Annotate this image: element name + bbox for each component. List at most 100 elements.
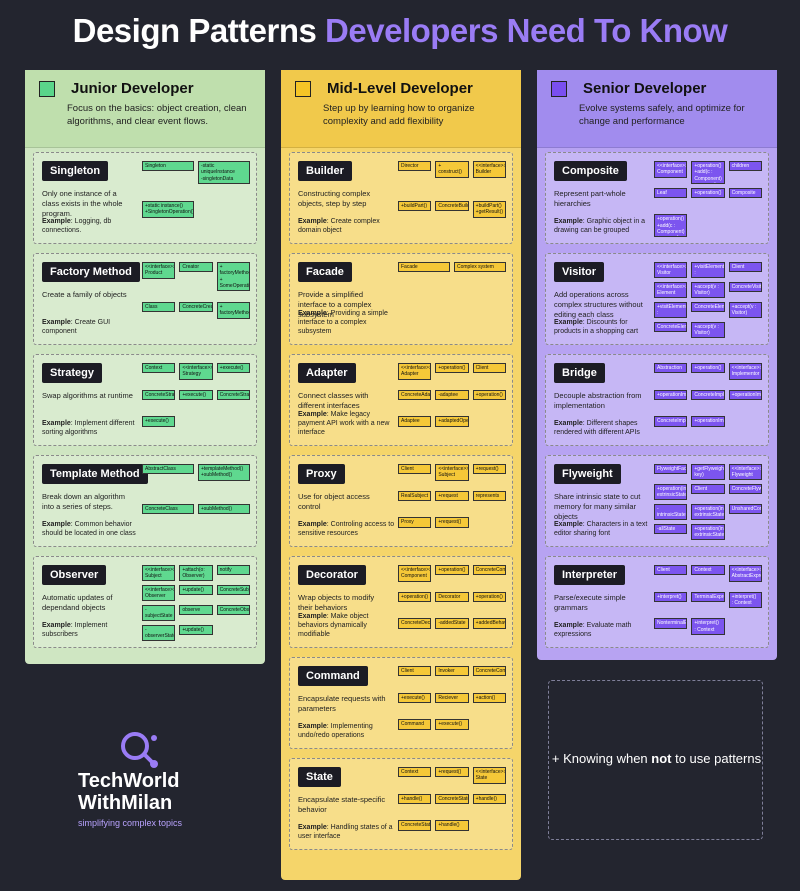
pattern-desc: Create a family of objects	[42, 290, 127, 299]
uml-box: +handle()	[472, 793, 506, 804]
uml-box: ConcreteObserve	[216, 605, 250, 616]
pattern-name: Composite	[554, 161, 627, 181]
uml-box: +update()	[179, 585, 213, 596]
uml-box: +operation(in extrinsicState)	[654, 484, 688, 500]
pattern-name: Facade	[298, 262, 352, 282]
pattern-example: Example: Providing a simple interface to…	[298, 309, 388, 335]
pattern-name: State	[298, 767, 341, 787]
uml-box: +accept(v : Visitor)	[728, 302, 762, 318]
uml-box: Invoker	[435, 666, 469, 677]
junior-header: Junior Developer Focus on the basics: ob…	[25, 70, 265, 148]
pattern-example: Example: Create GUI component	[42, 318, 111, 335]
pattern-example: Example: Handling states of a user inter…	[298, 823, 393, 840]
uml-box: +operationImpl()	[691, 416, 725, 427]
uml-box: +execute()	[435, 719, 469, 730]
uml-box: ConcreteImplementorB	[654, 416, 688, 427]
pattern-name: Builder	[298, 161, 352, 181]
level-title: Senior Developer	[583, 80, 707, 97]
uml-box: <<interface>> State	[472, 767, 506, 784]
uml-box: Class	[142, 302, 176, 313]
pattern-card-command: Command Encapsulate requests with paramet…	[289, 657, 513, 749]
pattern-name: Visitor	[554, 262, 605, 282]
uml-box: <<interface>> Subject	[435, 464, 469, 481]
uml-box: +request()	[435, 767, 469, 778]
level-desc: Evolve systems safely, and optimize for …	[579, 103, 745, 127]
uml-box: UnsharedConcreteFlyweight	[728, 504, 762, 515]
uml-box: +accept(v : Visitor)	[691, 282, 725, 298]
logo-mark-icon	[121, 732, 158, 768]
pattern-desc: Encapsulate state-specific behavior	[298, 795, 386, 814]
pattern-name: Flyweight	[554, 464, 621, 484]
uml-box: ConcreteAdapter	[398, 389, 432, 400]
uml-box: +execute()	[398, 692, 432, 703]
uml-box: + factoryMethod()	[216, 302, 250, 319]
uml-box: NonterminalExpression	[654, 618, 688, 629]
uml-box: +subMethod()	[198, 504, 250, 515]
pattern-desc: Automatic updates of dependand objects	[42, 593, 113, 612]
pattern-example: Example: Graphic object in a drawing can…	[554, 217, 646, 234]
uml-box: ConcreteState2	[398, 820, 432, 831]
uml-box: + construct()	[435, 161, 469, 178]
uml-box: ConcreteComponent	[472, 565, 506, 576]
senior-column: Senior Developer Evolve systems safely, …	[537, 70, 777, 660]
uml-box: TerminalExpression	[691, 591, 725, 602]
pattern-example: Example: Common behavior should be locat…	[42, 520, 136, 537]
uml-box: ConcreteStrategyA	[142, 389, 176, 400]
junior-column: Junior Developer Focus on the basics: ob…	[25, 70, 265, 664]
pattern-card-proxy: Proxy Use for object access control Exampl…	[289, 455, 513, 547]
uml-box: +request()	[435, 517, 469, 528]
uml-box: <<interface>> AbstractExpression	[728, 565, 762, 582]
pattern-example: Example: Logging, db connections.	[42, 217, 112, 234]
uml-box: +visitElementA(e : ConcreteElementA) +vi…	[654, 302, 688, 318]
uml-box: +addedBehavior()	[472, 618, 506, 629]
uml-box: +operationImpl()	[728, 389, 762, 400]
uml-box: +operation(in extrinsicState)	[691, 504, 725, 520]
uml-box: ConcreteElementB	[654, 322, 688, 333]
uml-box: ConcreteClass	[142, 504, 194, 515]
pattern-card-builder: Builder Constructing complex objects, ste…	[289, 152, 513, 244]
uml-box: +interpret()	[654, 591, 688, 602]
uml-box: -allState	[654, 524, 688, 535]
pattern-desc: Represent part-whole hierarchies	[554, 189, 626, 208]
uml-box: Command	[398, 719, 432, 730]
pattern-name: Strategy	[42, 363, 103, 383]
uml-box: notify	[216, 565, 250, 576]
uml-box: Client	[691, 484, 725, 495]
uml-box: +action()	[472, 692, 506, 703]
pattern-desc: Parse/execute simple grammars	[554, 593, 626, 612]
uml-box: +update()	[179, 625, 213, 636]
uml-box: Context	[398, 767, 432, 778]
pattern-name: Decorator	[298, 565, 366, 585]
uml-box: -intrinsicState	[654, 504, 688, 520]
pattern-example: Example: Evaluate math expressions	[554, 621, 632, 638]
uml-box: Creator	[179, 262, 213, 273]
title-white: Design Patterns	[72, 12, 326, 49]
uml-box: Client	[398, 666, 432, 677]
uml-box: +templateMethod() +subMethod()	[198, 464, 250, 481]
pattern-example: Example: Implement different sorting alg…	[42, 419, 135, 436]
pattern-name: Proxy	[298, 464, 345, 484]
level-desc: Focus on the basics: object creation, cl…	[67, 103, 247, 127]
uml-box: ConcreteFlyweight	[728, 484, 762, 495]
pattern-example: Example: Controling access to sensitive …	[298, 520, 395, 537]
uml-box: +operation()	[398, 591, 432, 602]
pattern-card-bridge: Bridge Decouple abstraction from implemen…	[545, 354, 769, 446]
pattern-card-composite: Composite Represent part-whole hierarchie…	[545, 152, 769, 244]
uml-box: ConcreteImplementorA	[691, 389, 725, 400]
pattern-example: Example: Discounts for products in a sho…	[554, 318, 639, 335]
pattern-example: Example: Implementing undo/redo operatio…	[298, 722, 373, 739]
pattern-name: Factory Method	[42, 262, 140, 282]
pattern-card-observer: Observer Automatic updates of dependand o…	[33, 556, 257, 648]
uml-box: ConcreteCommand	[472, 666, 506, 677]
pattern-name: Adapter	[298, 363, 356, 383]
uml-box: +accept(v : Visitor)	[691, 322, 725, 338]
knowing-card: + Knowing when not to use patterns	[548, 680, 763, 840]
pattern-card-factory-method: Factory Method Create a family of objects…	[33, 253, 257, 345]
uml-box: ConcreteElementA	[691, 302, 725, 313]
pattern-name: Singleton	[42, 161, 109, 181]
uml-box: <<interface>> Strategy	[179, 363, 213, 380]
uml-box: ConcreteVisitor	[728, 282, 762, 293]
uml-box: Proxy	[398, 517, 432, 528]
uml-box: +operation()	[435, 363, 469, 374]
uml-box: ConcreteCreator	[179, 302, 213, 313]
